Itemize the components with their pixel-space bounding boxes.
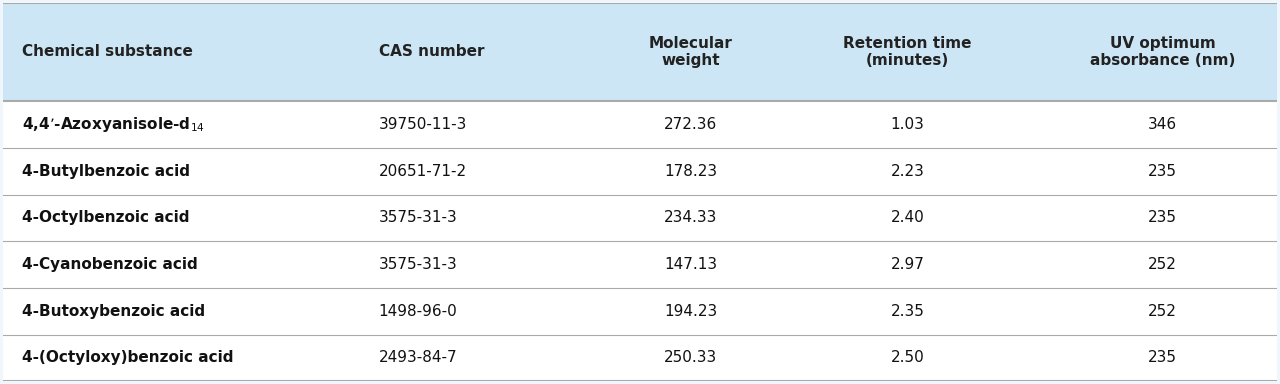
Text: 39750-11-3: 39750-11-3 [379,117,467,132]
FancyBboxPatch shape [3,195,1277,241]
Text: 20651-71-2: 20651-71-2 [379,164,467,179]
Text: 3575-31-3: 3575-31-3 [379,210,457,225]
Text: Molecular
weight: Molecular weight [649,36,733,68]
Text: 252: 252 [1148,304,1176,319]
FancyBboxPatch shape [3,101,1277,148]
Text: 3575-31-3: 3575-31-3 [379,257,457,272]
Text: 4-Octylbenzoic acid: 4-Octylbenzoic acid [22,210,189,225]
Text: UV optimum
absorbance (nm): UV optimum absorbance (nm) [1089,36,1235,68]
Text: 235: 235 [1148,210,1178,225]
Text: Chemical substance: Chemical substance [22,45,193,60]
Text: 4-Cyanobenzoic acid: 4-Cyanobenzoic acid [22,257,197,272]
Text: 2.50: 2.50 [891,350,924,366]
Text: 235: 235 [1148,164,1178,179]
Text: 235: 235 [1148,350,1178,366]
Text: 2493-84-7: 2493-84-7 [379,350,457,366]
Text: 178.23: 178.23 [664,164,718,179]
Text: 346: 346 [1148,117,1178,132]
Text: 2.97: 2.97 [891,257,924,272]
Text: 1.03: 1.03 [891,117,924,132]
Text: 4-Butoxybenzoic acid: 4-Butoxybenzoic acid [22,304,205,319]
Text: 250.33: 250.33 [664,350,718,366]
Text: 147.13: 147.13 [664,257,718,272]
Text: 252: 252 [1148,257,1176,272]
Text: 234.33: 234.33 [664,210,718,225]
Text: 4-(Octyloxy)benzoic acid: 4-(Octyloxy)benzoic acid [22,350,233,366]
Text: 194.23: 194.23 [664,304,718,319]
FancyBboxPatch shape [3,3,1277,101]
FancyBboxPatch shape [3,334,1277,381]
Text: CAS number: CAS number [379,45,484,60]
Text: 4-Butylbenzoic acid: 4-Butylbenzoic acid [22,164,189,179]
Text: 2.40: 2.40 [891,210,924,225]
Text: Retention time
(minutes): Retention time (minutes) [844,36,972,68]
Text: 1498-96-0: 1498-96-0 [379,304,457,319]
FancyBboxPatch shape [3,288,1277,334]
Text: 4,4’-Azoxyanisole-d$_{14}$: 4,4’-Azoxyanisole-d$_{14}$ [22,115,205,134]
Text: 2.23: 2.23 [891,164,924,179]
Text: 272.36: 272.36 [664,117,718,132]
FancyBboxPatch shape [3,148,1277,195]
FancyBboxPatch shape [3,241,1277,288]
Text: 2.35: 2.35 [891,304,924,319]
